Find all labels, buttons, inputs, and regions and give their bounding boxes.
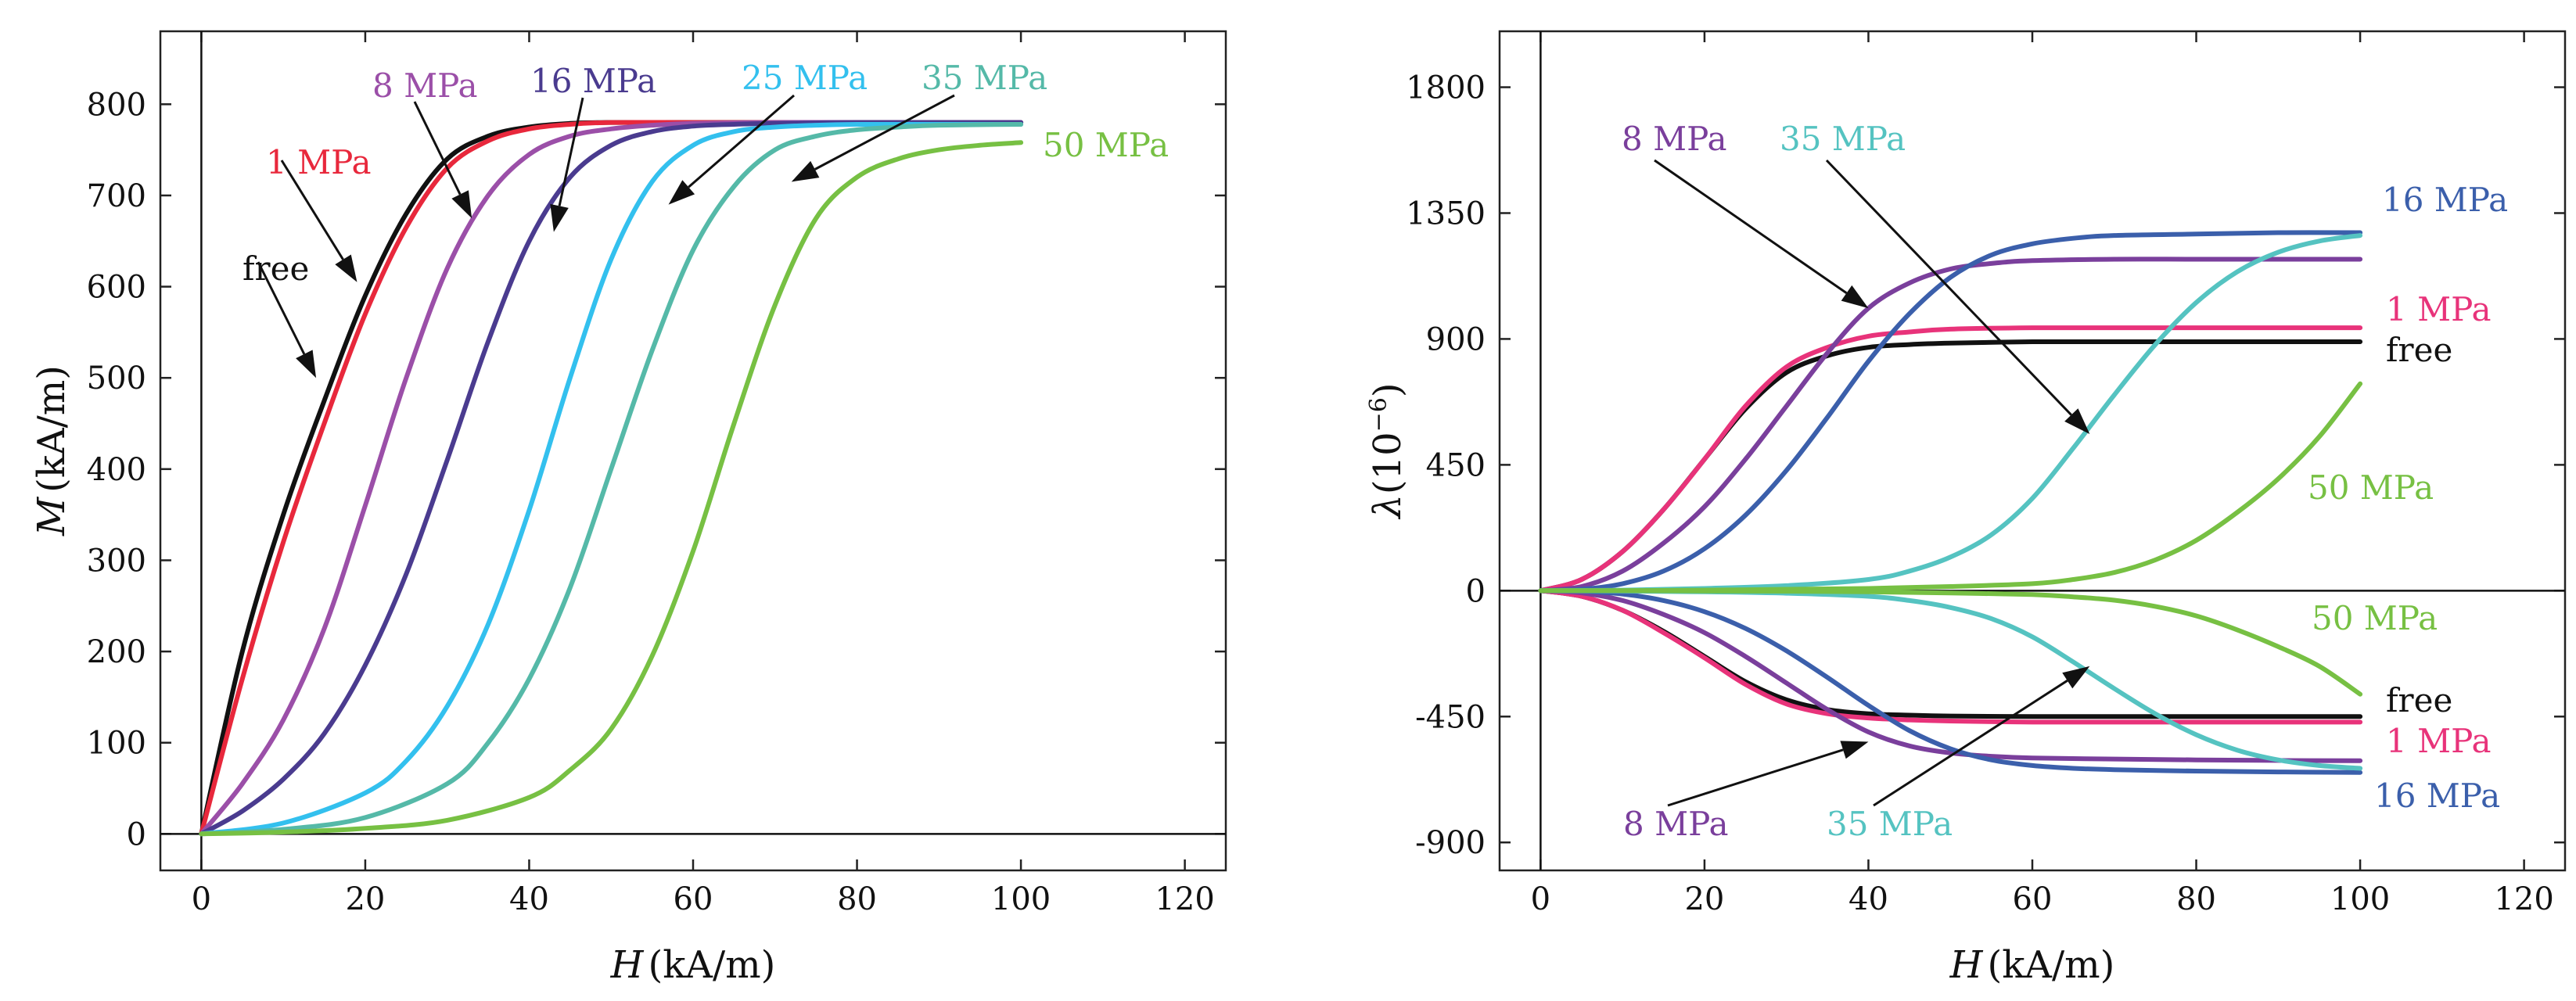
series-line-16mpa-perpendicular [1538, 588, 2363, 775]
label-50mpa-upper: 50 MPa [2308, 468, 2434, 507]
annotation-arrow-head [335, 254, 357, 282]
label-50mpa-lower: 50 MPa [2312, 599, 2438, 637]
y-tick-label: 500 [87, 361, 146, 396]
y-axis-label: M(kA/m) [30, 365, 74, 536]
label-35mpa: 35 MPa [922, 59, 1047, 97]
x-tick-label: 120 [1155, 881, 1214, 917]
annotation-arrow-shaft [558, 97, 584, 206]
label-50mpa: 50 MPa [1043, 126, 1169, 164]
series-line-16mpa-parallel [1538, 230, 2363, 594]
x-tick-label: 80 [2176, 881, 2216, 917]
label-1mpa-lower: 1 MPa [2386, 722, 2492, 760]
y-tick-label: 600 [87, 270, 146, 306]
series-line-50mpa [199, 140, 1024, 837]
x-tick-label: 0 [192, 881, 211, 917]
x-tick-label: 20 [1684, 881, 1724, 917]
label-35mpa-lower: 35 MPa [1827, 805, 1953, 843]
label-16mpa-upper: 16 MPa [2382, 181, 2508, 219]
label-8mpa-lower: 8 MPa [1623, 805, 1729, 843]
label-35mpa-upper: 35 MPa [1780, 120, 1906, 158]
x-tick-label: 20 [345, 881, 385, 917]
x-tick-label: 0 [1531, 881, 1550, 917]
x-tick-label: 60 [2013, 881, 2053, 917]
annotation-arrow-head [1840, 741, 1869, 759]
annotation-arrow-shaft [688, 94, 795, 188]
y-tick-label: 0 [1466, 573, 1486, 609]
annotation-arrow-shaft [1873, 680, 2068, 807]
series-line-25mpa [199, 121, 1024, 837]
label-16mpa: 16 MPa [530, 62, 656, 100]
annotation-arrows [257, 94, 955, 379]
y-tick-label: 1800 [1406, 70, 1486, 106]
x-axis-label: H (kA/m) [1949, 943, 2115, 987]
y-axis-ticks: 0 100 200 300 400 500 600 700 800 [87, 87, 1226, 852]
series-line-35mpa-perpendicular [1538, 588, 2363, 771]
magnetization-chart: 0 100 200 300 400 500 600 700 800 0 20 40 60 80 100 12… [30, 30, 1227, 987]
annotation-arrow-head [668, 180, 695, 205]
label-free-lower: free [2386, 681, 2452, 719]
annotation-arrows [1654, 159, 2090, 807]
y-tick-label: -450 [1415, 699, 1486, 735]
annotation-arrow-shaft [1667, 748, 1844, 807]
annotation-arrow-shaft [257, 261, 306, 355]
y-tick-label: 900 [1426, 321, 1486, 357]
series-line-free-parallel [1538, 339, 2363, 594]
series-line-1mpa-parallel [1538, 325, 2363, 594]
label-1mpa-upper: 1 MPa [2386, 290, 2492, 328]
x-axis-label: H (kA/m) [610, 943, 776, 987]
x-tick-label: 40 [1848, 881, 1888, 917]
y-tick-label: 700 [87, 178, 146, 214]
y-tick-label: 800 [87, 87, 146, 123]
series-line-8mpa-perpendicular [1538, 588, 2363, 763]
annotation-arrow-shaft [1654, 159, 1848, 294]
x-axis-ticks: 0 20 40 60 80 100 120 [192, 31, 1215, 917]
y-tick-label: -900 [1415, 825, 1486, 861]
label-free-upper: free [2386, 331, 2452, 369]
x-tick-label: 100 [2330, 881, 2390, 917]
annotation-arrow-head [296, 350, 317, 379]
label-25mpa: 25 MPa [742, 59, 868, 97]
annotation-arrow-head [2064, 408, 2090, 435]
annotation-arrow-head [1841, 285, 1869, 309]
label-8mpa-upper: 8 MPa [1622, 120, 1727, 158]
y-tick-label: 400 [87, 452, 146, 488]
y-tick-label: 0 [127, 816, 146, 852]
label-1mpa: 1 MPa [266, 143, 372, 181]
y-axis-label: λ(10−6) [1365, 382, 1410, 519]
x-tick-label: 40 [509, 881, 549, 917]
series-line-50mpa-perpendicular [1538, 588, 2363, 697]
annotation-arrow-head [451, 190, 472, 219]
annotation-arrow-head [550, 203, 569, 232]
x-axis-ticks: 0 20 40 60 80 100 120 [1531, 31, 2554, 917]
annotation-arrow-shaft [814, 94, 955, 170]
series-line-1mpa-perpendicular [1538, 588, 2363, 725]
y-tick-label: 200 [87, 634, 146, 670]
annotation-arrow-shaft [1825, 159, 2072, 416]
series-line-50mpa-parallel [1538, 381, 2363, 594]
y-tick-label: 450 [1426, 447, 1486, 483]
label-free: free [243, 249, 309, 288]
annotation-arrow-shaft [280, 160, 344, 260]
series-line-16mpa [199, 120, 1024, 837]
x-tick-label: 80 [837, 881, 877, 917]
x-tick-label: 120 [2494, 881, 2553, 917]
y-tick-label: 100 [87, 726, 146, 762]
curves [199, 120, 1024, 837]
x-tick-label: 100 [991, 881, 1051, 917]
y-tick-label: 300 [87, 543, 146, 579]
x-tick-label: 60 [674, 881, 713, 917]
annotation-arrow-head [2062, 666, 2090, 689]
label-8mpa: 8 MPa [372, 66, 478, 105]
curves [1538, 230, 2363, 775]
y-axis-ticks: -900 -450 0 450 900 1350 1800 [1406, 70, 2565, 861]
label-16mpa-lower: 16 MPa [2374, 777, 2500, 815]
series-line-8mpa-parallel [1538, 257, 2363, 594]
annotation-arrow-shaft [413, 101, 462, 196]
series-line-35mpa [199, 122, 1024, 837]
annotation-arrow-head [791, 160, 820, 182]
y-tick-label: 1350 [1406, 196, 1486, 231]
